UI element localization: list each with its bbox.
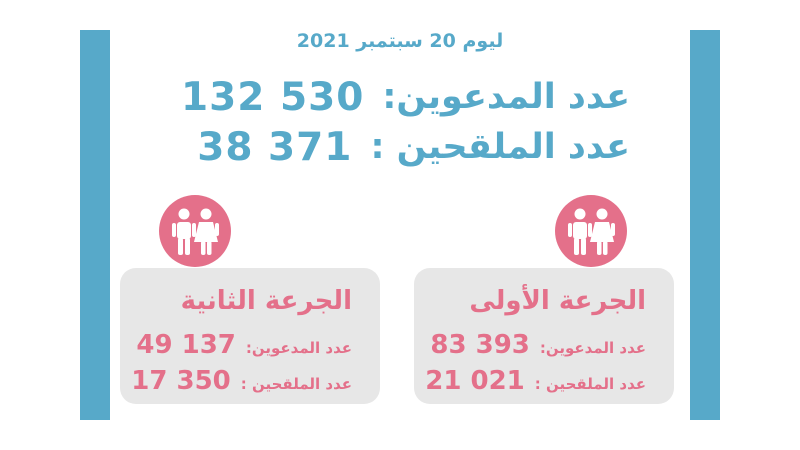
first-dose-invited-label: عدد المدعوين:	[539, 339, 646, 357]
total-invited-row: عدد المدعوين: 132 530	[180, 72, 630, 122]
second-dose-invited-row: عدد المدعوين: 49 137	[136, 330, 352, 360]
first-dose-vaccinated-row: عدد الملقحين : 21 021	[425, 366, 646, 396]
first-dose-vaccinated-label: عدد الملقحين :	[534, 375, 646, 393]
people-icon	[555, 195, 627, 267]
total-vaccinated-row: عدد الملقحين : 38 371	[180, 122, 630, 172]
second-dose-invited-label: عدد المدعوين:	[245, 339, 352, 357]
total-vaccinated-value: 38 371	[197, 124, 353, 170]
second-dose-card: الجرعة الثانية عدد المدعوين: 49 137 عدد …	[120, 268, 380, 404]
first-dose-card: الجرعة الأولى عدد المدعوين: 83 393 عدد ا…	[414, 268, 674, 404]
first-dose-invited-value: 83 393	[430, 330, 530, 360]
first-dose-invited-row: عدد المدعوين: 83 393	[430, 330, 646, 360]
second-dose-invited-value: 49 137	[136, 330, 236, 360]
second-dose-vaccinated-value: 17 350	[131, 366, 231, 396]
first-dose-vaccinated-value: 21 021	[425, 366, 525, 396]
report-date: ليوم 20 سبتمبر 2021	[296, 30, 504, 52]
second-dose-title: الجرعة الثانية	[180, 286, 352, 316]
left-blue-border	[80, 30, 110, 420]
second-dose-vaccinated-row: عدد الملقحين : 17 350	[131, 366, 352, 396]
total-invited-value: 132 530	[181, 74, 365, 120]
second-dose-vaccinated-label: عدد الملقحين :	[240, 375, 352, 393]
total-vaccinated-label: عدد الملقحين :	[370, 127, 630, 167]
right-blue-border	[690, 30, 720, 420]
total-invited-label: عدد المدعوين:	[382, 77, 630, 117]
first-dose-title: الجرعة الأولى	[469, 286, 646, 316]
people-icon	[159, 195, 231, 267]
